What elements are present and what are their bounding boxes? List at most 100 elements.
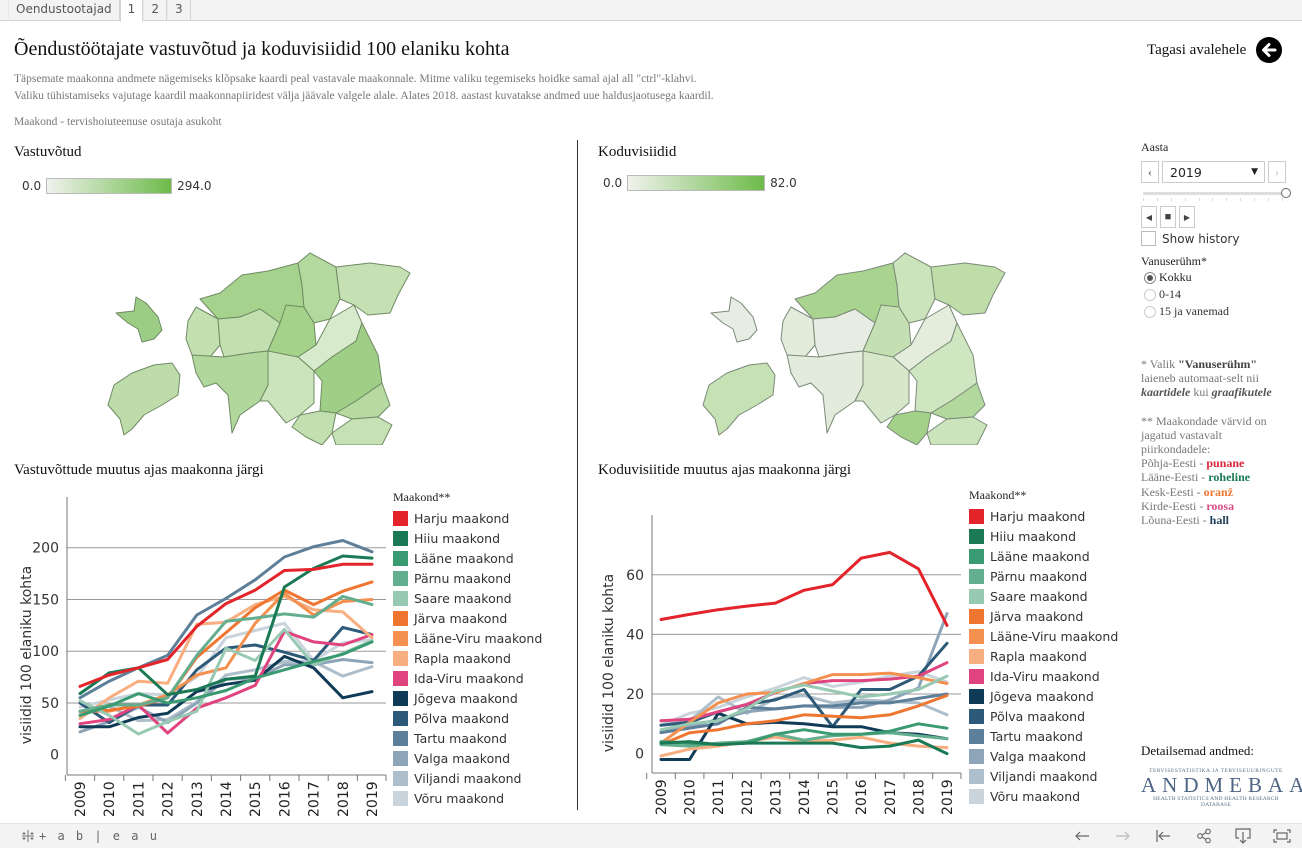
- legend-item[interactable]: Tartu maakond: [969, 726, 1118, 746]
- legend-item[interactable]: Rapla maakond: [969, 646, 1118, 666]
- legend-item[interactable]: Harju maakond: [969, 506, 1118, 526]
- legend-item[interactable]: Ida-Viru maakond: [393, 668, 542, 688]
- legend-item[interactable]: Valga maakond: [393, 748, 542, 768]
- legend-item[interactable]: Lääne-Viru maakond: [393, 628, 542, 648]
- tab-3[interactable]: 3: [166, 0, 191, 21]
- legend-item[interactable]: Saare maakond: [969, 586, 1118, 606]
- series-line-ida-viru-maakond[interactable]: [78, 630, 374, 735]
- series-line-järva-maakond[interactable]: [659, 694, 949, 747]
- show-history-toggle[interactable]: Show history: [1141, 231, 1291, 246]
- tab-2[interactable]: 2: [143, 0, 167, 21]
- region-ida-viru[interactable]: [930, 262, 1006, 316]
- series-line-viljandi-maakond[interactable]: [78, 660, 374, 723]
- legend-item[interactable]: Viljandi maakond: [393, 768, 542, 788]
- legend-item[interactable]: Lääne-Viru maakond: [969, 626, 1118, 646]
- region-parnu[interactable]: [786, 350, 864, 434]
- region-laane[interactable]: [185, 306, 221, 358]
- radio-unselected[interactable]: [1144, 288, 1156, 301]
- age-option-kokku[interactable]: Kokku: [1144, 269, 1291, 286]
- estonia-map-koduvisiidid[interactable]: [690, 205, 1030, 445]
- series-line-lääne-maakond[interactable]: [78, 640, 374, 717]
- region-valga[interactable]: [886, 410, 932, 445]
- legend-item[interactable]: Pärnu maakond: [969, 566, 1118, 586]
- redo-icon[interactable]: [1113, 827, 1133, 845]
- series-line-jõgeva-maakond[interactable]: [659, 711, 949, 761]
- region-valga[interactable]: [291, 410, 337, 445]
- legend-item[interactable]: Valga maakond: [969, 746, 1118, 766]
- share-icon[interactable]: [1194, 827, 1214, 845]
- legend-item[interactable]: Võru maakond: [969, 786, 1118, 806]
- fullscreen-icon[interactable]: [1272, 827, 1292, 845]
- year-prev-button[interactable]: ‹: [1141, 161, 1159, 183]
- legend-item[interactable]: Jõgeva maakond: [393, 688, 542, 708]
- estonia-map-vastuvotud[interactable]: [100, 205, 430, 445]
- region-saare[interactable]: [702, 362, 776, 436]
- year-next-button[interactable]: ›: [1268, 161, 1286, 183]
- region-laane[interactable]: [780, 306, 816, 358]
- series-line-tartu-maakond[interactable]: [78, 539, 374, 700]
- series-line-harju-maakond[interactable]: [659, 550, 949, 627]
- legend-item[interactable]: Hiiu maakond: [969, 526, 1118, 546]
- series-line-saare-maakond[interactable]: [659, 674, 949, 732]
- series-line-võru-maakond[interactable]: [78, 621, 374, 709]
- legend-item[interactable]: Harju maakond: [393, 508, 542, 528]
- legend-item[interactable]: Põlva maakond: [393, 708, 542, 728]
- region-ida-viru[interactable]: [335, 262, 411, 316]
- legend-item[interactable]: Järva maakond: [969, 606, 1118, 626]
- tab-1[interactable]: 1: [119, 0, 144, 22]
- legend-item[interactable]: Rapla maakond: [393, 648, 542, 668]
- arrow-left-circle-icon[interactable]: [1256, 37, 1283, 63]
- y-axis-label: visiidid 100 elaniku kohta: [601, 574, 617, 753]
- back-to-home-button[interactable]: Tagasi avalehele: [1147, 37, 1283, 63]
- radio-unselected[interactable]: [1144, 305, 1156, 318]
- series-line-tartu-maakond[interactable]: [659, 692, 949, 735]
- legend-label: Põlva maakond: [990, 708, 1086, 724]
- legend-item[interactable]: Jõgeva maakond: [969, 686, 1118, 706]
- page-title: Õendustöötajate vastuvõtud ja koduvisiid…: [14, 38, 510, 60]
- region-viljandi[interactable]: [259, 350, 315, 424]
- series-line-harju-maakond[interactable]: [78, 562, 374, 688]
- legend-item[interactable]: Ida-Viru maakond: [969, 666, 1118, 686]
- legend-item[interactable]: Võru maakond: [393, 788, 542, 808]
- series-line-pärnu-maakond[interactable]: [78, 594, 374, 713]
- region-voru[interactable]: [926, 416, 988, 445]
- region-hiiu[interactable]: [710, 296, 758, 343]
- download-icon[interactable]: [1233, 827, 1253, 845]
- tableau-logo[interactable]: + a b | e a u: [20, 828, 159, 844]
- series-line-jõgeva-maakond[interactable]: [78, 654, 374, 729]
- legend-item[interactable]: Järva maakond: [393, 608, 542, 628]
- legend-item[interactable]: Saare maakond: [393, 588, 542, 608]
- legend-item[interactable]: Pärnu maakond: [393, 568, 542, 588]
- x-tick-label: 2013: [768, 779, 784, 815]
- show-history-checkbox[interactable]: [1141, 231, 1156, 246]
- age-option-15-plus[interactable]: 15 ja vanemad: [1144, 303, 1291, 320]
- play-backward-button[interactable]: ◀: [1141, 206, 1157, 228]
- revert-icon[interactable]: [1153, 827, 1173, 845]
- tab-oendustootajad[interactable]: Oendustootajad: [8, 0, 120, 21]
- year-slider[interactable]: [1141, 187, 1291, 201]
- region-saare[interactable]: [107, 362, 181, 436]
- legend-item[interactable]: Viljandi maakond: [969, 766, 1118, 786]
- undo-icon[interactable]: [1072, 827, 1092, 845]
- andmebaas-logo[interactable]: TERVISESTATISTIKA JA TERVISEUURINGUTE AN…: [1141, 768, 1302, 808]
- region-voru[interactable]: [331, 416, 393, 445]
- play-forward-button[interactable]: ▶: [1179, 206, 1195, 228]
- region-viljandi[interactable]: [854, 350, 910, 424]
- series-line-hiiu-maakond[interactable]: [659, 738, 949, 756]
- legend-item[interactable]: Põlva maakond: [969, 706, 1118, 726]
- region-parnu[interactable]: [191, 350, 269, 434]
- slider-handle[interactable]: [1281, 188, 1291, 198]
- legend-item[interactable]: Lääne maakond: [969, 546, 1118, 566]
- legend-item[interactable]: Lääne maakond: [393, 548, 542, 568]
- legend-item[interactable]: Tartu maakond: [393, 728, 542, 748]
- region-hiiu[interactable]: [115, 296, 163, 343]
- region-color-note: Põhja-Eesti - punane: [1141, 456, 1245, 471]
- age-option-0-14[interactable]: 0-14: [1144, 286, 1291, 303]
- legend-item[interactable]: Hiiu maakond: [393, 528, 542, 548]
- stop-button[interactable]: ■: [1160, 206, 1176, 228]
- series-line-saare-maakond[interactable]: [78, 628, 374, 736]
- year-dropdown[interactable]: 2019 ▼: [1162, 161, 1265, 183]
- series-line-järva-maakond[interactable]: [78, 580, 374, 713]
- radio-selected[interactable]: [1144, 271, 1156, 284]
- show-history-label: Show history: [1162, 231, 1240, 246]
